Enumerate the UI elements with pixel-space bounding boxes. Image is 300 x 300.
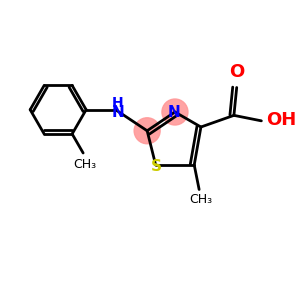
Circle shape [162, 99, 188, 125]
Text: OH: OH [266, 111, 296, 129]
Circle shape [134, 118, 160, 144]
Text: CH₃: CH₃ [190, 194, 213, 206]
Text: N: N [111, 105, 124, 120]
Text: S: S [151, 160, 162, 175]
Text: N: N [168, 104, 180, 119]
Text: CH₃: CH₃ [74, 158, 97, 171]
Text: H: H [112, 96, 123, 110]
Text: O: O [229, 62, 244, 80]
